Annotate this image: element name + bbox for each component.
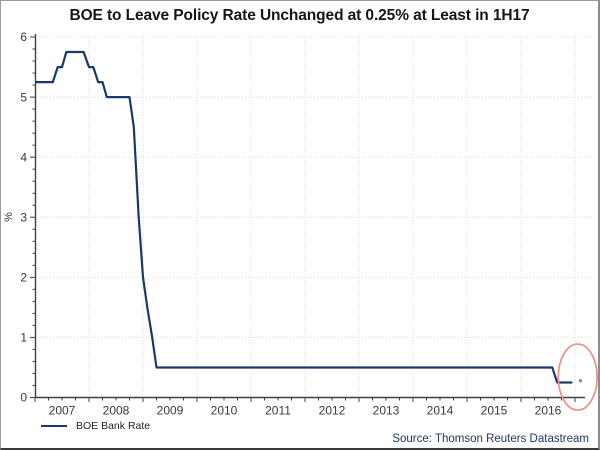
boe-bank-rate-line bbox=[35, 50, 573, 384]
source-credit: Source: Thomson Reuters Datastream bbox=[392, 433, 589, 445]
tick-label: 2014 bbox=[427, 404, 454, 418]
tick-label: 2010 bbox=[211, 404, 238, 418]
chart-title: BOE to Leave Policy Rate Unchanged at 0.… bbox=[69, 7, 530, 24]
tick-label: 2 bbox=[20, 271, 27, 285]
tick-label: 1 bbox=[20, 331, 27, 345]
highlight-ellipse bbox=[557, 343, 598, 411]
tick-label: 3 bbox=[20, 210, 27, 224]
tick-label: 2012 bbox=[319, 404, 346, 418]
tick-label: 6 bbox=[20, 30, 27, 44]
tick-label: 4 bbox=[20, 150, 27, 164]
tick-label: 2013 bbox=[373, 404, 400, 418]
forecast-dot bbox=[578, 379, 583, 383]
legend: BOE Bank Rate bbox=[41, 420, 150, 432]
tick-label: 2015 bbox=[481, 404, 508, 418]
tick-label: 2009 bbox=[157, 404, 184, 418]
tick-label: 0 bbox=[20, 391, 27, 405]
tick-label: 2007 bbox=[49, 404, 76, 418]
tick-label: 2008 bbox=[103, 404, 130, 418]
tick-label: 2011 bbox=[265, 404, 291, 418]
tick-label: 2016 bbox=[535, 404, 562, 418]
y-axis-label: % bbox=[3, 212, 15, 222]
legend-label: BOE Bank Rate bbox=[76, 420, 151, 432]
tick-label: 5 bbox=[20, 90, 27, 104]
legend-line-swatch bbox=[41, 425, 67, 427]
